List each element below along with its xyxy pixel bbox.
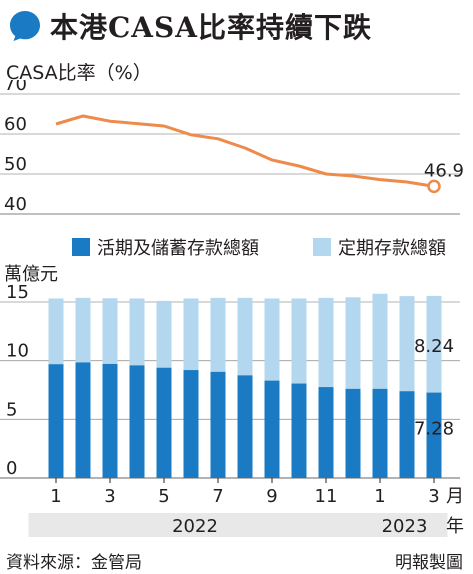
- demand-savings-bar: [264, 380, 280, 478]
- bar-x-tick-label: 9: [266, 486, 277, 507]
- line-chart-ylabel: CASA比率（%）: [6, 62, 152, 84]
- bar-x-tick-label: 11: [315, 486, 338, 507]
- demand-savings-bar: [129, 365, 145, 478]
- bar-x-tick-label: 3: [428, 486, 439, 507]
- legend-swatch-demand: [72, 238, 90, 256]
- speech-bubble-icon: [10, 11, 40, 41]
- bar-y-tick-label: 15: [6, 282, 29, 303]
- month-suffix-label: 月: [446, 486, 464, 507]
- demand-savings-latest-label: 7.28: [414, 419, 454, 440]
- year-band: [28, 513, 362, 537]
- time-deposit-bar: [237, 297, 253, 376]
- demand-savings-bar: [372, 388, 388, 478]
- time-deposit-bar: [291, 298, 307, 384]
- demand-savings-bar: [156, 367, 172, 478]
- bar-x-tick-label: 1: [374, 486, 385, 507]
- time-deposit-bar: [75, 297, 91, 363]
- time-deposit-bar: [264, 298, 280, 381]
- time-deposit-bar: [156, 300, 172, 368]
- line-y-tick-label: 50: [4, 154, 27, 175]
- demand-savings-bar: [237, 375, 253, 478]
- demand-savings-bar: [210, 371, 226, 478]
- time-deposit-bar: [399, 296, 415, 392]
- line-y-tick-label: 70: [4, 80, 27, 95]
- demand-savings-bar: [291, 383, 307, 478]
- time-deposit-bar: [102, 298, 118, 364]
- time-deposit-bar: [318, 297, 334, 388]
- bar-y-tick-label: 0: [6, 458, 17, 479]
- bar-x-tick-label: 1: [50, 486, 61, 507]
- year-band: [361, 513, 448, 537]
- credit-note: 明報製圖: [395, 553, 463, 573]
- casa-latest-label: 46.9: [424, 160, 464, 181]
- bar-x-tick-label: 3: [104, 486, 115, 507]
- title-row: 本港CASA比率持續下跌: [8, 6, 372, 46]
- bar-chart-ylabel: 萬億元: [4, 264, 58, 285]
- bar-x-tick-label: 7: [212, 486, 223, 507]
- demand-savings-bar: [345, 388, 361, 478]
- legend-label-demand: 活期及儲蓄存款總額: [97, 238, 259, 259]
- time-deposit-bar: [210, 297, 226, 372]
- casa-line-chart: 40 50 60 70 46.9: [0, 80, 464, 215]
- bar-y-tick-label: 10: [6, 341, 29, 362]
- demand-savings-bar: [426, 392, 442, 478]
- year-band-label: 2023: [382, 516, 428, 537]
- time-deposit-bar: [48, 298, 64, 365]
- casa-line-point: [427, 179, 441, 194]
- year-suffix-label: 年: [446, 516, 464, 537]
- time-deposit-bar: [426, 295, 442, 393]
- line-y-tick-label: 40: [4, 194, 27, 215]
- time-deposit-bar: [372, 293, 388, 389]
- demand-savings-bar: [183, 370, 199, 478]
- line-y-tick-label: 60: [4, 114, 27, 135]
- year-band-label: 2022: [172, 516, 218, 537]
- demand-savings-bar: [318, 387, 334, 478]
- chart-title: 本港CASA比率持續下跌: [50, 11, 372, 44]
- demand-savings-bar: [75, 362, 91, 478]
- legend-label-time: 定期存款總額: [338, 238, 446, 259]
- bar-x-tick-label: 5: [158, 486, 169, 507]
- demand-savings-bar: [48, 364, 64, 478]
- bar-y-tick-label: 5: [6, 399, 17, 420]
- casa-line-series: [55, 114, 435, 188]
- demand-savings-bar: [102, 363, 118, 478]
- bar-legend: 活期及儲蓄存款總額 定期存款總額: [0, 234, 473, 259]
- time-deposit-bar: [345, 297, 361, 389]
- demand-savings-bar: [399, 391, 415, 478]
- time-deposit-latest-label: 8.24: [414, 336, 454, 357]
- legend-swatch-time: [313, 238, 331, 256]
- time-deposit-bar: [129, 298, 145, 366]
- time-deposit-bar: [183, 298, 199, 371]
- source-note: 資料來源：金管局: [6, 553, 142, 573]
